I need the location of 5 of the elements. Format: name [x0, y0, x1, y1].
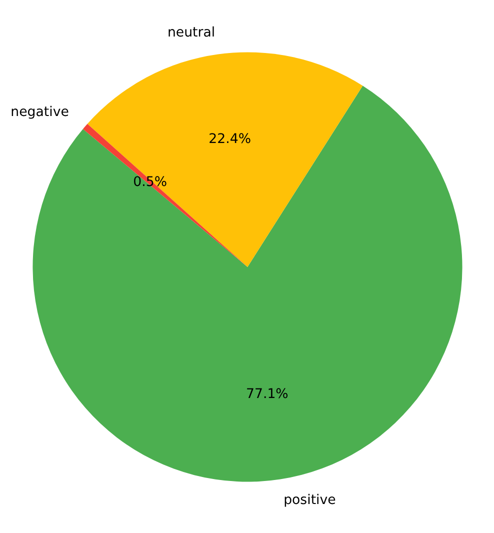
slice-label: neutral [167, 25, 216, 40]
data-label: 77.1% [246, 386, 288, 402]
slice-label: negative [10, 104, 69, 120]
data-label: 22.4% [208, 132, 252, 147]
slice-label: positive [284, 492, 336, 508]
